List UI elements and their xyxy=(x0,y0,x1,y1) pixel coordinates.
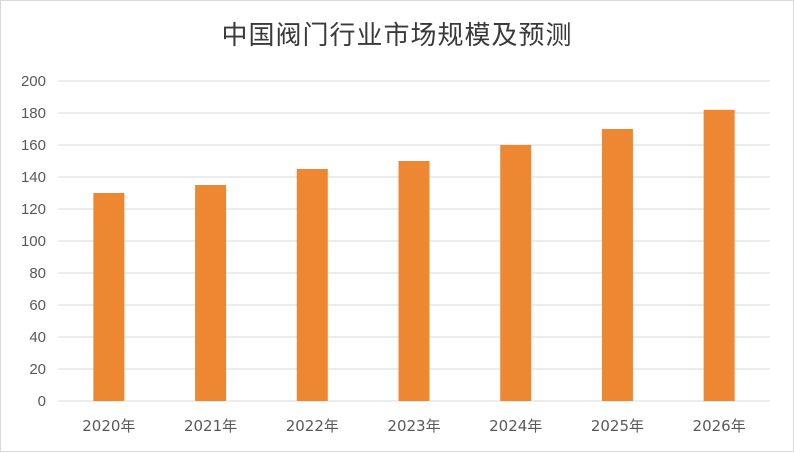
y-tick-label: 120 xyxy=(21,201,46,218)
bar xyxy=(296,169,328,401)
bars xyxy=(93,109,735,402)
y-tick-label: 60 xyxy=(29,297,46,314)
y-tick-label: 200 xyxy=(21,73,46,90)
bar xyxy=(601,129,633,401)
x-tick-label: 2024年 xyxy=(489,417,542,435)
x-tick-label: 2023年 xyxy=(387,417,440,435)
bar xyxy=(195,185,227,401)
y-tick-label: 140 xyxy=(21,169,46,186)
x-axis-ticks: 2020年 2021年 2022年 2023年 2024年 2025年 2026年 xyxy=(82,417,745,435)
y-tick-label: 0 xyxy=(38,393,46,410)
bar xyxy=(93,193,125,401)
x-tick-label: 2020年 xyxy=(82,417,135,435)
y-tick-label: 40 xyxy=(29,329,46,346)
y-tick-label: 20 xyxy=(29,361,46,378)
x-tick-label: 2022年 xyxy=(286,417,339,435)
chart-title: 中国阀门行业市场规模及预测 xyxy=(221,21,573,51)
x-tick-label: 2026年 xyxy=(693,417,746,435)
y-axis-ticks: 0 20 40 60 80 100 120 140 160 180 200 xyxy=(21,73,46,410)
y-tick-label: 100 xyxy=(21,233,46,250)
x-tick-label: 2025年 xyxy=(591,417,644,435)
y-tick-label: 160 xyxy=(21,137,46,154)
bar xyxy=(398,161,430,401)
y-tick-label: 180 xyxy=(21,105,46,122)
y-tick-label: 80 xyxy=(29,265,46,282)
bar xyxy=(703,109,735,402)
x-tick-label: 2021年 xyxy=(184,417,237,435)
bar xyxy=(500,145,532,401)
